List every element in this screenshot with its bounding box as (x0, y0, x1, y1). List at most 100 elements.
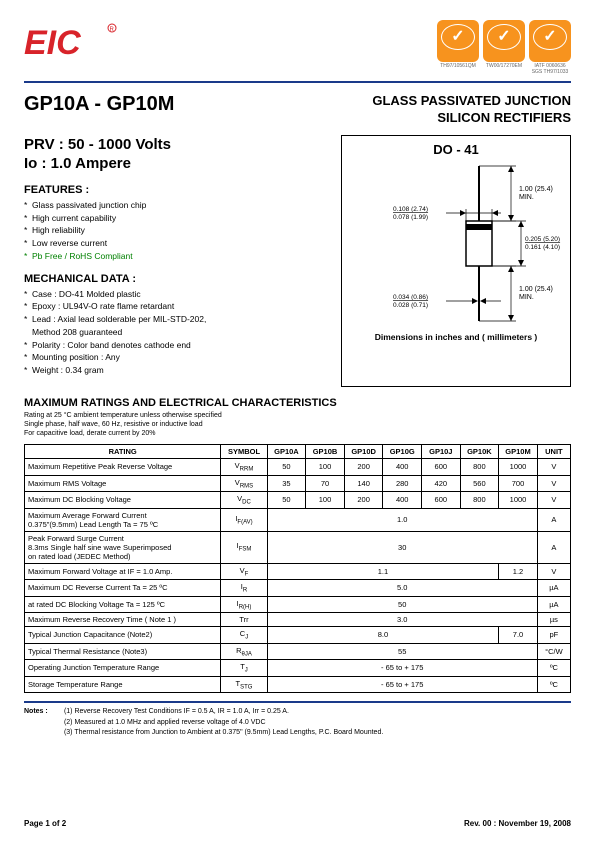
header-divider (24, 81, 571, 83)
value-cell-split: 1.1 (267, 563, 499, 580)
table-row: Typical Thermal Resistance (Note3)RθJA55… (25, 643, 571, 660)
table-row: Maximum Repetitive Peak Reverse VoltageV… (25, 459, 571, 476)
mid-section: PRV : 50 - 1000 Volts Io : 1.0 Ampere FE… (24, 135, 571, 387)
value-cell: 100 (306, 492, 345, 509)
value-cell: 560 (460, 475, 499, 492)
key-specs: PRV : 50 - 1000 Volts Io : 1.0 Ampere (24, 135, 324, 174)
cert-check-icon (529, 20, 571, 62)
symbol-cell: VRMS (221, 475, 267, 492)
rating-cell: Maximum Forward Voltage at IF = 1.0 Amp. (25, 563, 221, 580)
col-gp10j: GP10J (422, 445, 461, 459)
table-row: Maximum Average Forward Current0.375"(9.… (25, 508, 571, 531)
table-row: Typical Junction Capacitance (Note2)CJ8.… (25, 627, 571, 644)
symbol-cell: Trr (221, 613, 267, 627)
svg-text:0.034 (0.86): 0.034 (0.86) (393, 294, 428, 301)
notes-label: Notes : (24, 707, 62, 718)
rating-cell: Storage Temperature Range (25, 676, 221, 693)
value-cell-span: - 65 to + 175 (267, 660, 537, 677)
value-cell-span: - 65 to + 175 (267, 676, 537, 693)
cert-badge-3: IATF 0060636 SGS TH97/1033 (529, 20, 571, 75)
certifications-area: TH97/10561QM TW00/17270EM IATF 0060636 S… (437, 20, 571, 75)
note-item: (3) Thermal resistance from Junction to … (64, 729, 383, 736)
value-cell: 700 (499, 475, 538, 492)
value-cell: 400 (383, 459, 422, 476)
unit-cell: V (537, 475, 570, 492)
table-row: Maximum Forward Voltage at IF = 1.0 Amp.… (25, 563, 571, 580)
svg-text:MIN.: MIN. (519, 194, 534, 201)
value-cell-span: 30 (267, 531, 537, 563)
rating-cell: Typical Thermal Resistance (Note3) (25, 643, 221, 660)
unit-cell: pF (537, 627, 570, 644)
value-cell: 35 (267, 475, 306, 492)
notes-divider (24, 701, 571, 703)
package-name: DO - 41 (350, 142, 562, 157)
mech-item-cont: Method 208 guaranteed (24, 326, 324, 339)
feature-item: High reliability (24, 224, 324, 237)
features-list: Glass passivated junction chip High curr… (24, 199, 324, 263)
cert-badge-2: TW00/17270EM (483, 20, 525, 69)
table-row: Storage Temperature RangeTSTG- 65 to + 1… (25, 676, 571, 693)
mech-item: Polarity : Color band denotes cathode en… (24, 339, 324, 352)
table-row: Maximum Reverse Recovery Time ( Note 1 )… (25, 613, 571, 627)
col-gp10g: GP10G (383, 445, 422, 459)
table-row: Maximum RMS VoltageVRMS35701402804205607… (25, 475, 571, 492)
table-header-row: RATING SYMBOL GP10A GP10B GP10D GP10G GP… (25, 445, 571, 459)
revision-info: Rev. 00 : November 19, 2008 (464, 819, 571, 828)
value-cell: 600 (422, 492, 461, 509)
rating-cell: at rated DC Blocking Voltage Ta = 125 ºC (25, 596, 221, 613)
ratings-table: RATING SYMBOL GP10A GP10B GP10D GP10G GP… (24, 444, 571, 693)
unit-cell: µA (537, 580, 570, 597)
mechanical-heading: MECHANICAL DATA : (24, 273, 324, 285)
title-row: GP10A - GP10M GLASS PASSIVATED JUNCTION … (24, 93, 571, 127)
mechanical-list: Case : DO-41 Molded plastic Epoxy : UL94… (24, 288, 324, 377)
col-gp10m: GP10M (499, 445, 538, 459)
feature-item: Low reverse current (24, 237, 324, 250)
rating-cell: Typical Junction Capacitance (Note2) (25, 627, 221, 644)
rating-cell: Peak Forward Surge Current8.3ms Single h… (25, 531, 221, 563)
product-line2: SILICON RECTIFIERS (437, 110, 571, 125)
mech-item: Lead : Axial lead solderable per MIL-STD… (24, 313, 324, 326)
svg-text:0.108 (2.74): 0.108 (2.74) (393, 206, 428, 213)
notes-block: Notes : (1) Reverse Recovery Test Condit… (24, 707, 571, 739)
table-row: Peak Forward Surge Current8.3ms Single h… (25, 531, 571, 563)
value-cell-span: 3.0 (267, 613, 537, 627)
unit-cell: ºC (537, 676, 570, 693)
col-unit: UNIT (537, 445, 570, 459)
svg-text:1.00 (25.4): 1.00 (25.4) (519, 286, 553, 293)
svg-text:0.161 (4.10): 0.161 (4.10) (525, 244, 560, 251)
brand-logo: EIC R (24, 20, 134, 62)
symbol-cell: TSTG (221, 676, 267, 693)
note-item: (1) Reverse Recovery Test Conditions IF … (64, 708, 289, 715)
value-cell-split: 7.0 (499, 627, 538, 644)
symbol-cell: VF (221, 563, 267, 580)
unit-cell: V (537, 459, 570, 476)
package-outline-box: DO - 41 1.00 (25.4) MIN. 0.205 (5.20) 0.… (341, 135, 571, 387)
value-cell: 800 (460, 459, 499, 476)
value-cell-split: 8.0 (267, 627, 499, 644)
value-cell-split: 1.2 (499, 563, 538, 580)
table-row: Maximum DC Blocking VoltageVDC5010020040… (25, 492, 571, 509)
rating-cell: Maximum DC Blocking Voltage (25, 492, 221, 509)
value-cell-span: 55 (267, 643, 537, 660)
prv-spec: PRV : 50 - 1000 Volts (24, 136, 171, 153)
symbol-cell: IF(AV) (221, 508, 267, 531)
feature-item: Glass passivated junction chip (24, 199, 324, 212)
value-cell: 200 (344, 492, 383, 509)
package-caption: Dimensions in inches and ( millimeters ) (350, 332, 562, 342)
eic-logo-icon: EIC R (24, 20, 134, 62)
svg-text:EIC: EIC (24, 24, 81, 62)
unit-cell: °C/W (537, 643, 570, 660)
unit-cell: µA (537, 596, 570, 613)
value-cell: 280 (383, 475, 422, 492)
svg-text:1.00 (25.4): 1.00 (25.4) (519, 186, 553, 193)
svg-text:R: R (110, 27, 115, 33)
symbol-cell: TJ (221, 660, 267, 677)
svg-text:0.028 (0.71): 0.028 (0.71) (393, 302, 428, 309)
part-number-title: GP10A - GP10M (24, 93, 174, 116)
symbol-cell: IFSM (221, 531, 267, 563)
unit-cell: V (537, 563, 570, 580)
value-cell: 70 (306, 475, 345, 492)
page-header: EIC R TH97/10561QM TW00/17270EM IATF 006… (24, 20, 571, 75)
value-cell: 100 (306, 459, 345, 476)
value-cell: 600 (422, 459, 461, 476)
